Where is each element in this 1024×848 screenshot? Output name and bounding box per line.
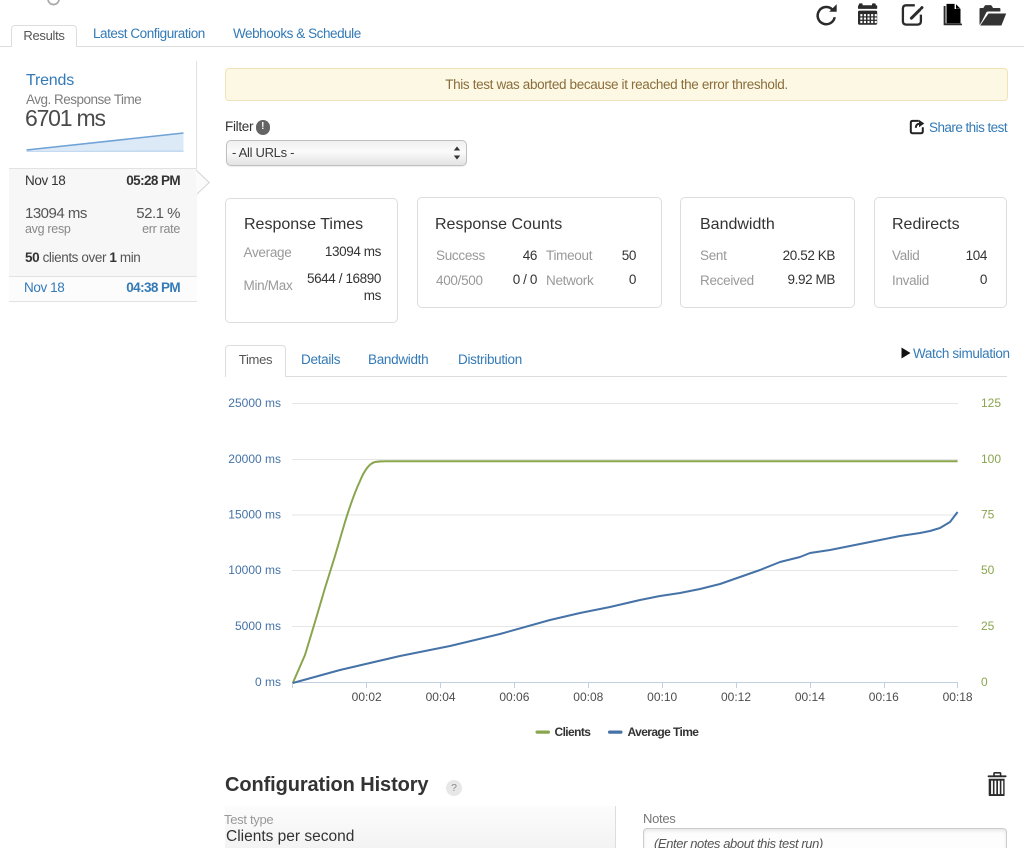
svg-text:15000 ms: 15000 ms [228,508,281,522]
svg-text:75: 75 [981,508,995,522]
svg-text:25000 ms: 25000 ms [228,396,281,410]
svg-text:10000 ms: 10000 ms [228,563,281,577]
svg-text:50: 50 [981,563,995,577]
svg-text:00:16: 00:16 [869,690,899,704]
svg-text:00:06: 00:06 [499,690,529,704]
svg-text:Clients: Clients [555,725,592,739]
svg-text:0 ms: 0 ms [255,675,281,689]
svg-text:125: 125 [981,396,1001,410]
svg-text:5000 ms: 5000 ms [235,619,281,633]
svg-text:00:12: 00:12 [721,690,751,704]
svg-text:25: 25 [981,619,995,633]
svg-text:00:08: 00:08 [573,690,603,704]
svg-text:Average Time: Average Time [628,725,700,739]
svg-text:00:18: 00:18 [943,690,973,704]
svg-text:00:02: 00:02 [352,690,382,704]
svg-text:20000 ms: 20000 ms [228,452,281,466]
svg-text:100: 100 [981,452,1001,466]
svg-text:00:04: 00:04 [426,690,456,704]
svg-text:0: 0 [981,675,988,689]
svg-text:00:14: 00:14 [795,690,825,704]
svg-text:00:10: 00:10 [647,690,677,704]
